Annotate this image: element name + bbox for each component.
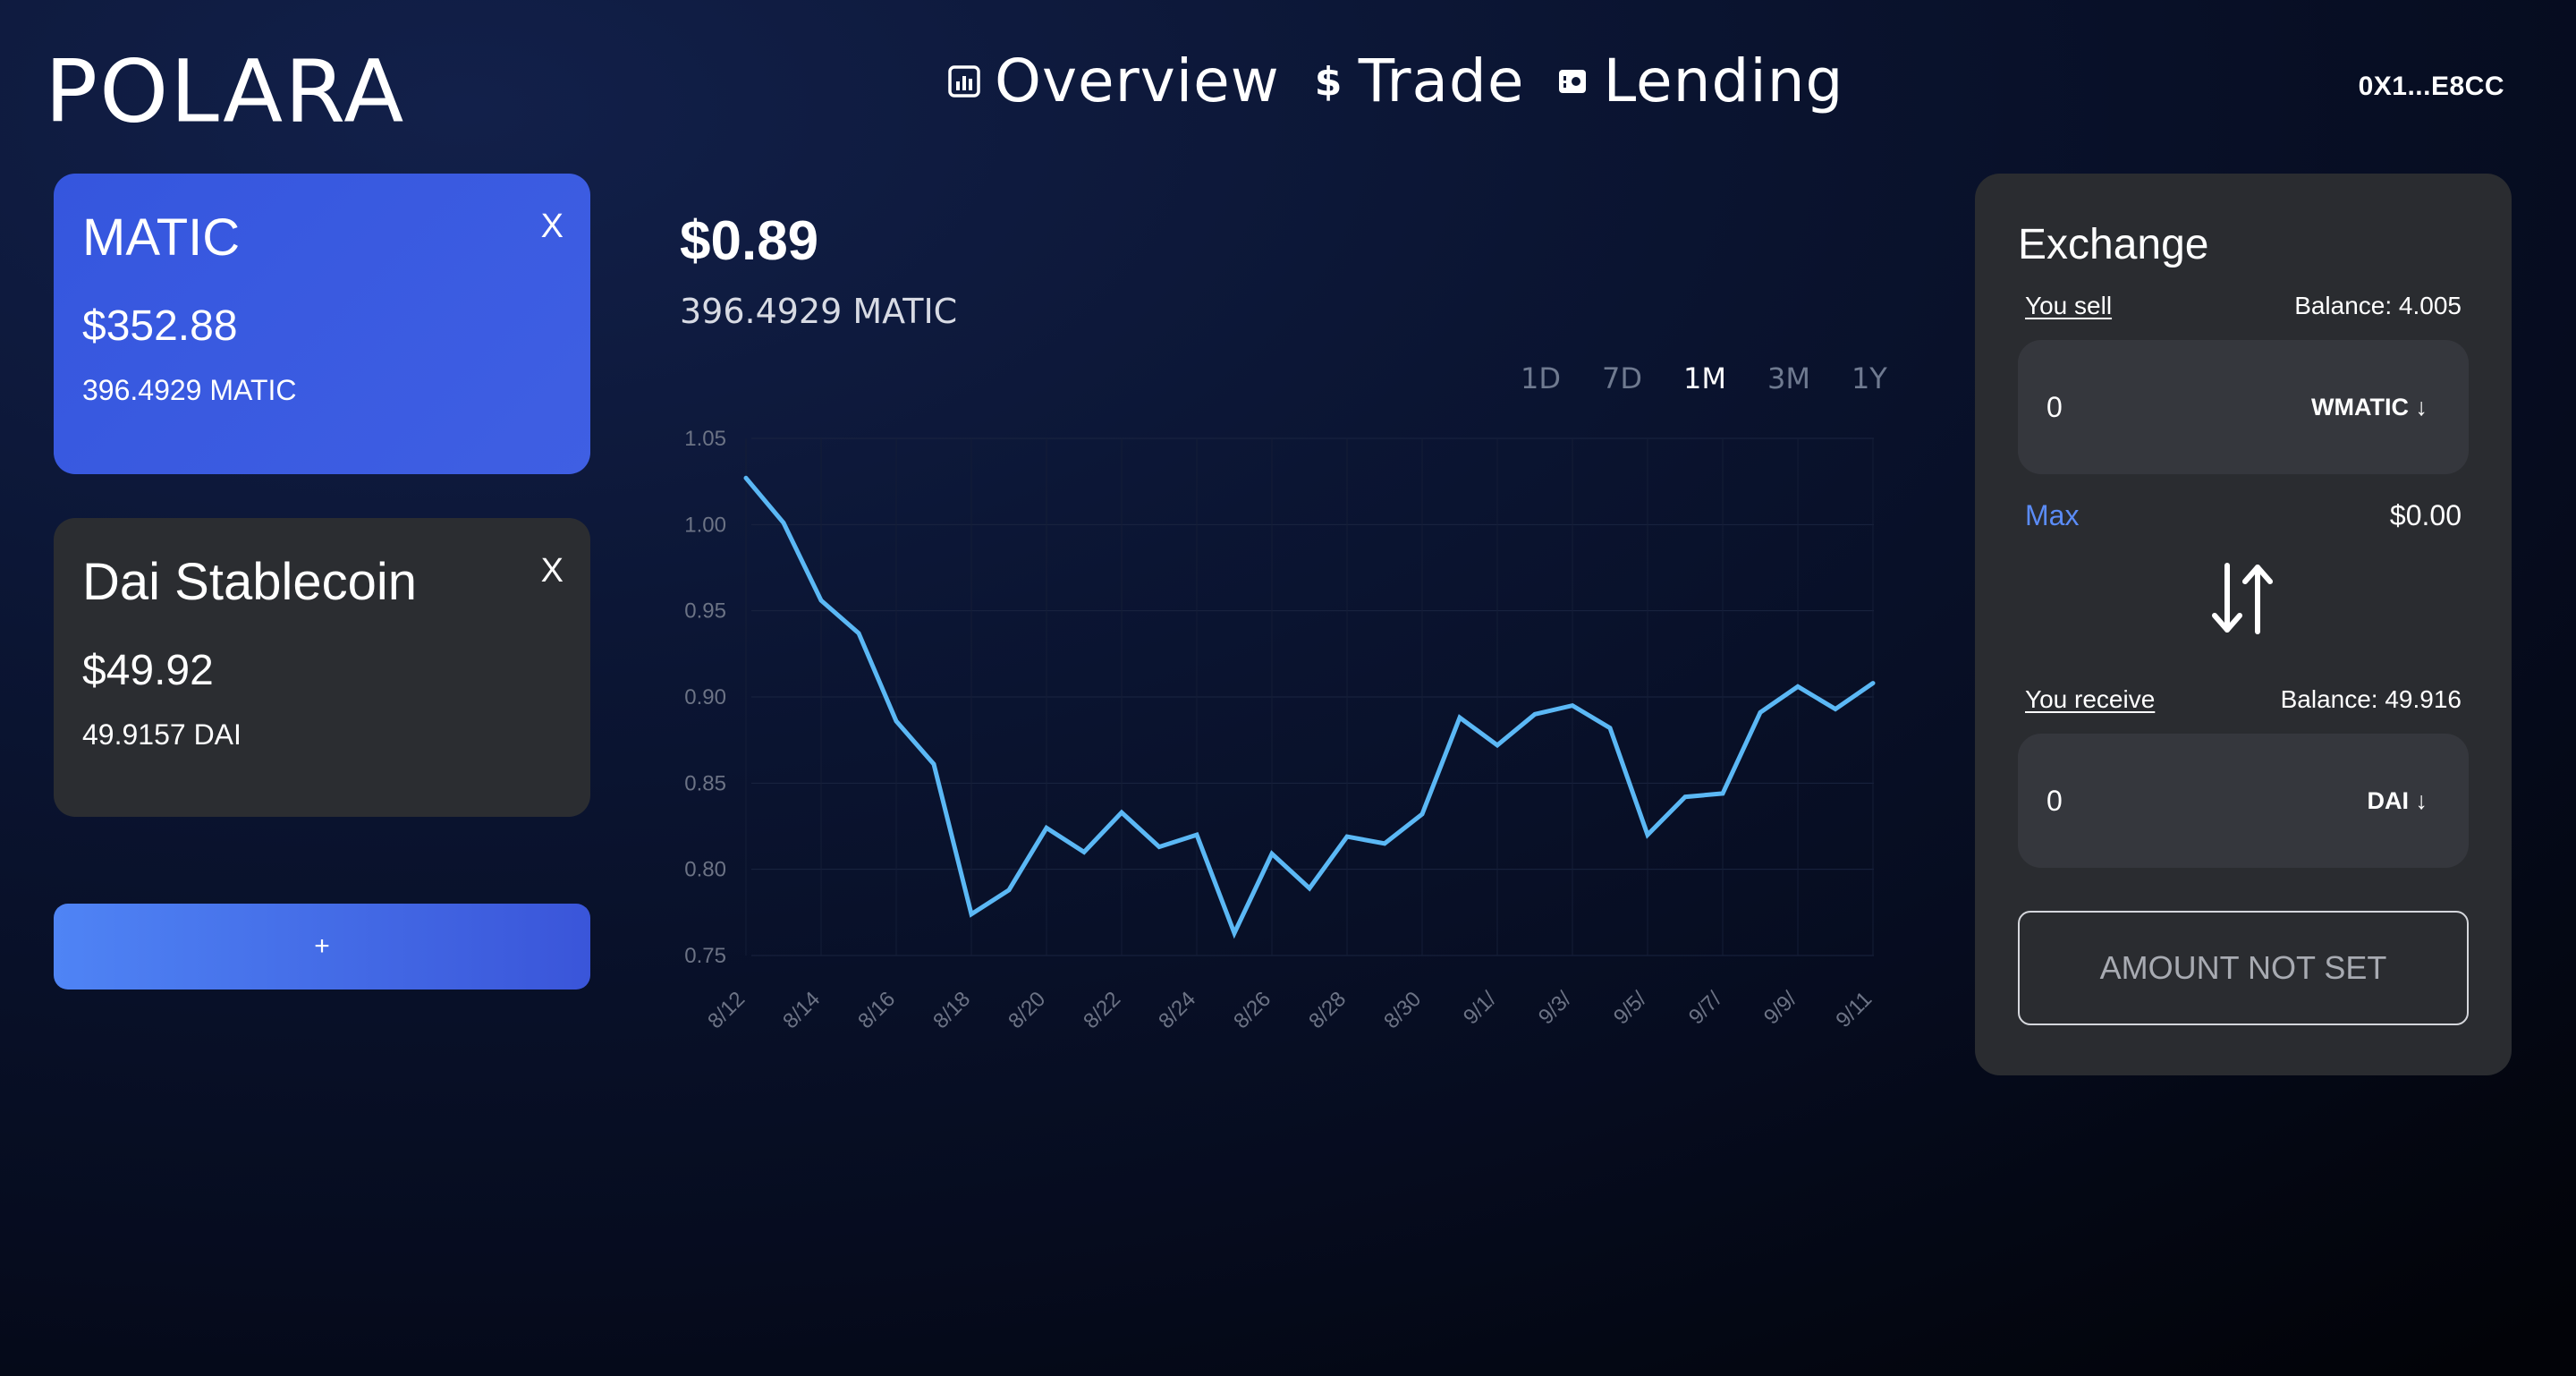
app-logo: POLARA	[45, 42, 406, 142]
sell-label: You sell	[2025, 292, 2113, 319]
token-amount: 396.4929 MATIC	[82, 374, 297, 406]
x-tick-label: 9/9/	[1759, 987, 1802, 1030]
range-7d[interactable]: 7D	[1602, 361, 1642, 395]
main-nav: Overview $ Trade Lending	[946, 47, 1874, 115]
token-name: MATIC	[82, 208, 241, 267]
usd-value: $0.00	[2389, 499, 2462, 531]
dollar-icon: $	[1310, 60, 1346, 103]
price-chart: 0.75 0.80 0.85 0.90 0.95 1.00 1.05 8/12 8/14 8/16…	[684, 427, 1877, 1033]
token-value: $352.88	[82, 302, 238, 350]
max-button[interactable]: Max	[2025, 499, 2080, 531]
x-tick-label: 9/3/	[1534, 987, 1577, 1030]
x-tick-label: 8/24	[1154, 987, 1200, 1033]
add-token-button[interactable]: +	[54, 904, 590, 990]
exchange-panel: Exchange You sell Balance: 4.005 WMATIC …	[1975, 174, 2512, 1075]
y-tick-label: 0.80	[684, 858, 726, 882]
price-series-line	[743, 475, 1876, 939]
x-tick-label: 9/5/	[1609, 987, 1652, 1030]
receive-label: You receive	[2025, 685, 2156, 713]
close-icon[interactable]: X	[540, 552, 564, 590]
y-tick-label: 0.90	[684, 685, 726, 709]
sell-input-box: WMATIC ↓	[2018, 340, 2469, 474]
token-card-dai[interactable]: Dai Stablecoin X $49.92 49.9157 DAI	[54, 518, 590, 817]
range-3m[interactable]: 3M	[1767, 361, 1810, 395]
y-tick-label: 1.05	[684, 427, 726, 451]
bar-chart-icon	[946, 60, 982, 103]
close-icon[interactable]: X	[540, 208, 564, 245]
y-tick-label: 0.95	[684, 599, 726, 624]
max-row: Max $0.00	[2025, 499, 2462, 532]
y-tick-label: 0.75	[684, 944, 726, 968]
x-tick-label: 8/26	[1229, 987, 1275, 1033]
receive-amount-input[interactable]	[2046, 784, 2225, 818]
nav-trade-label: Trade	[1358, 47, 1525, 115]
range-1m[interactable]: 1M	[1683, 361, 1726, 395]
token-name: Dai Stablecoin	[82, 553, 417, 611]
submit-button[interactable]: AMOUNT NOT SET	[2018, 911, 2469, 1025]
x-tick-label: 9/7/	[1684, 987, 1727, 1030]
range-1d[interactable]: 1D	[1521, 361, 1561, 395]
current-price: $0.89	[680, 210, 819, 272]
x-tick-label: 8/14	[778, 987, 825, 1033]
token-amount: 49.9157 DAI	[82, 718, 242, 751]
y-tick-label: 1.00	[684, 513, 726, 537]
sell-token-select[interactable]: WMATIC ↓	[2311, 393, 2428, 420]
receive-row: You receive Balance: 49.916	[2025, 685, 2462, 714]
y-tick-label: 0.85	[684, 771, 726, 795]
x-tick-label: 9/1/	[1459, 987, 1502, 1030]
nav-overview-label: Overview	[995, 47, 1280, 115]
x-tick-label: 8/16	[853, 987, 900, 1033]
token-card-matic[interactable]: MATIC X $352.88 396.4929 MATIC	[54, 174, 590, 474]
sell-row: You sell Balance: 4.005	[2025, 292, 2462, 320]
x-tick-label: 8/20	[1004, 987, 1050, 1033]
range-selector: 1D 7D 1M 3M 1Y	[1521, 361, 1887, 395]
x-tick-label: 8/22	[1079, 987, 1125, 1033]
x-tick-label: 8/12	[703, 987, 750, 1033]
x-tick-label: 9/11	[1831, 987, 1877, 1032]
nav-overview[interactable]: Overview	[946, 47, 1280, 115]
receive-input-box: DAI ↓	[2018, 734, 2469, 868]
wallet-address[interactable]: 0X1...E8CC	[2358, 72, 2504, 101]
range-1y[interactable]: 1Y	[1851, 361, 1887, 395]
safe-icon	[1555, 60, 1590, 103]
x-tick-label: 8/30	[1379, 987, 1426, 1033]
sell-amount-input[interactable]	[2046, 390, 2225, 424]
x-tick-label: 8/28	[1304, 987, 1351, 1033]
nav-lending[interactable]: Lending	[1555, 47, 1843, 115]
exchange-title: Exchange	[2018, 221, 2209, 268]
swap-arrows-icon[interactable]	[2207, 558, 2279, 639]
receive-token-select[interactable]: DAI ↓	[2367, 786, 2428, 814]
svg-text:$: $	[1314, 61, 1342, 102]
nav-lending-label: Lending	[1603, 47, 1844, 115]
sell-balance: Balance: 4.005	[2294, 292, 2462, 319]
holding-amount: 396.4929 MATIC	[680, 292, 958, 331]
receive-balance: Balance: 49.916	[2280, 685, 2462, 713]
nav-trade[interactable]: $ Trade	[1310, 47, 1525, 115]
token-value: $49.92	[82, 647, 214, 694]
x-tick-label: 8/18	[928, 987, 975, 1033]
